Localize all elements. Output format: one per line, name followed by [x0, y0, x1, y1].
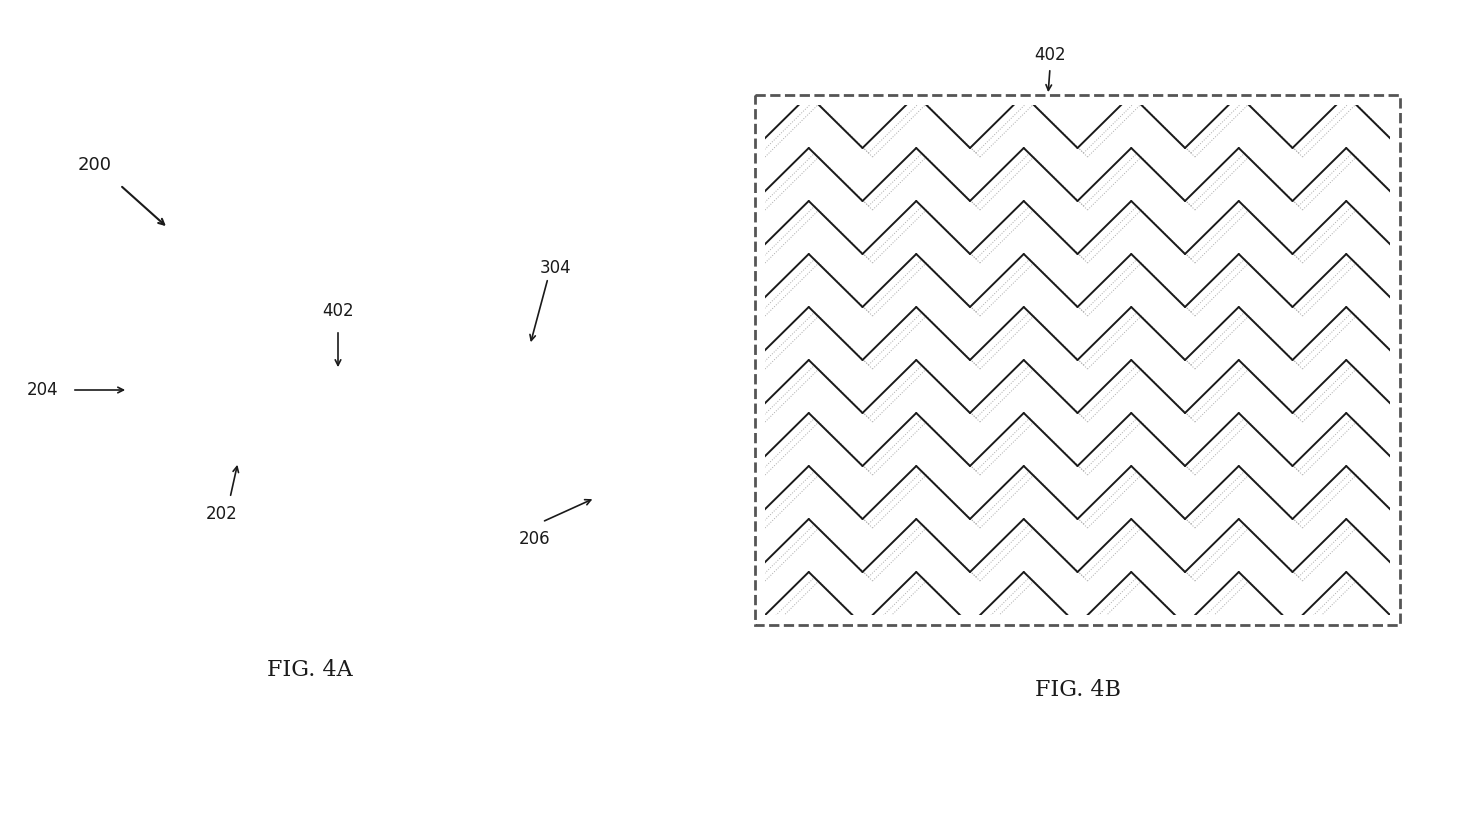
Text: 402: 402	[1034, 46, 1066, 64]
Text: 402: 402	[322, 302, 354, 320]
Bar	[0, 0, 765, 826]
Text: 206: 206	[519, 530, 551, 548]
Bar	[755, 95, 1400, 625]
Bar	[1390, 0, 1469, 826]
Bar	[303, 370, 358, 412]
Text: FIG. 4B: FIG. 4B	[1036, 679, 1121, 701]
Text: 200: 200	[78, 156, 112, 174]
Text: 202: 202	[206, 505, 238, 523]
Text: 204: 204	[26, 381, 57, 399]
Bar	[0, 0, 1469, 105]
Text: 304: 304	[541, 259, 571, 277]
Bar	[755, 95, 1400, 625]
Bar	[685, 360, 715, 442]
Bar	[0, 615, 1469, 826]
Text: FIG. 4A: FIG. 4A	[267, 659, 353, 681]
